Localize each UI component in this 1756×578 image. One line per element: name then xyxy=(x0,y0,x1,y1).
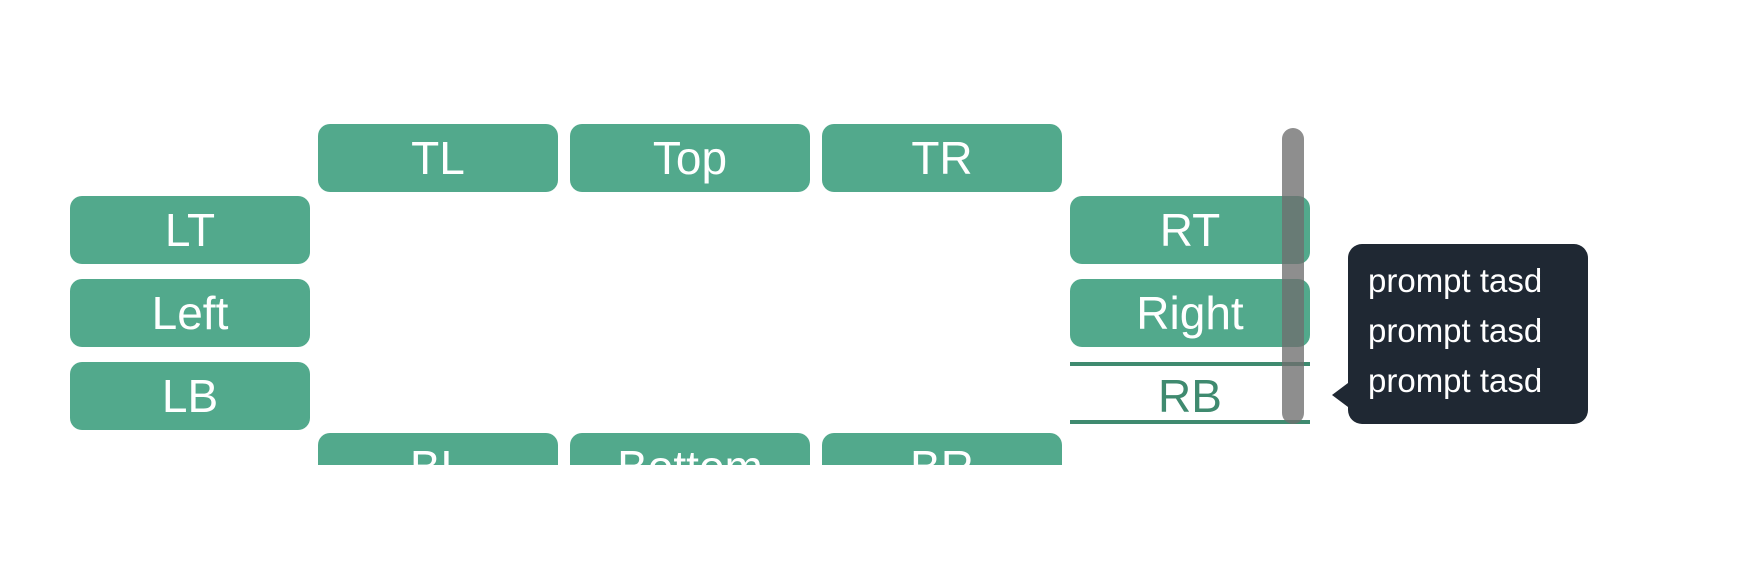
tooltip-line: prompt tasd xyxy=(1368,312,1543,349)
button-tl[interactable]: TL xyxy=(318,124,558,192)
button-lb[interactable]: LB xyxy=(70,362,310,430)
button-rt[interactable]: RT xyxy=(1070,196,1310,264)
tooltip-line: prompt tasd xyxy=(1368,262,1543,299)
button-br[interactable]: BR xyxy=(822,433,1062,465)
button-right[interactable]: Right xyxy=(1070,279,1310,347)
button-rb[interactable]: RB xyxy=(1070,362,1310,424)
button-bottom[interactable]: Bottom xyxy=(570,433,810,465)
tooltip-arrow xyxy=(1332,383,1348,407)
tooltip-line: prompt tasd xyxy=(1368,362,1543,399)
bottom-row-clip: BL Bottom BR xyxy=(318,433,1062,465)
scrollbar-thumb[interactable] xyxy=(1282,128,1304,424)
button-top[interactable]: Top xyxy=(570,124,810,192)
button-bl[interactable]: BL xyxy=(318,433,558,465)
button-tr[interactable]: TR xyxy=(822,124,1062,192)
button-lt[interactable]: LT xyxy=(70,196,310,264)
button-left[interactable]: Left xyxy=(70,279,310,347)
tooltip-popup: prompt tasd prompt tasd prompt tasd xyxy=(1348,244,1588,424)
